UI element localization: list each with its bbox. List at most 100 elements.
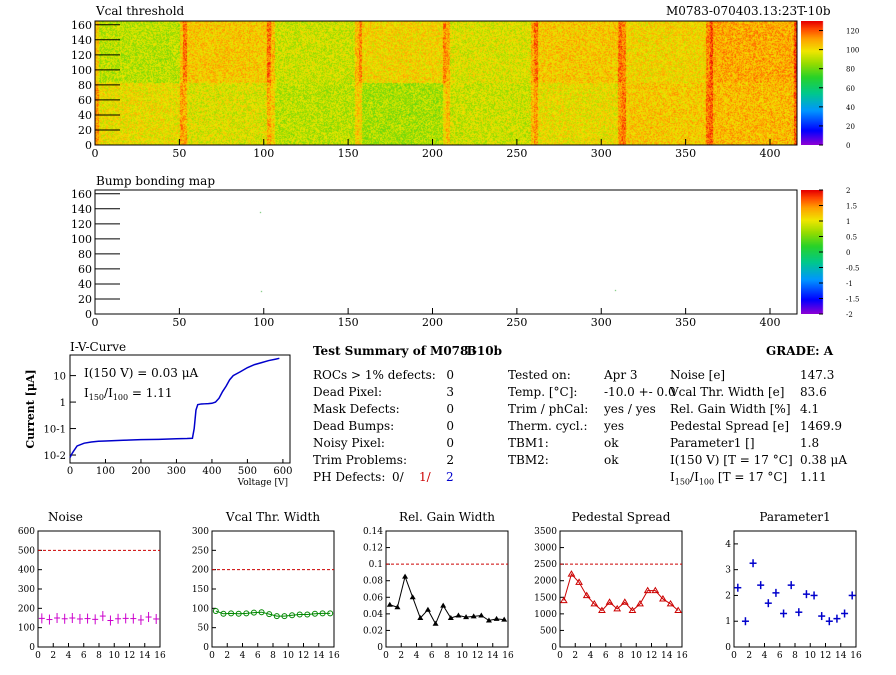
mid-rows-value: yes / yes <box>604 402 656 416</box>
iv-title: I-V-Curve <box>70 340 126 354</box>
roc-chart-point <box>311 610 318 617</box>
roc-chart-x-tick-label: 10 <box>631 651 643 661</box>
roc-chart-y-tick-label: 400 <box>18 566 35 576</box>
left-rows-value: 0 <box>446 368 454 382</box>
roc-chart-x-tick-label: 12 <box>124 651 135 661</box>
vcal-x-tick-label: 100 <box>253 147 274 160</box>
roc-chart-x-tick-label: 8 <box>792 651 798 661</box>
left-rows-value: 0 <box>446 402 454 416</box>
roc-chart-point <box>501 616 508 622</box>
mid-rows-value: yes <box>604 419 625 433</box>
bump-y-tick-label: 20 <box>78 293 92 306</box>
bump-colorbar-tick-label: 1 <box>846 218 850 226</box>
iv-y-tick-label: 1 <box>60 398 66 409</box>
roc-chart-point <box>575 578 583 585</box>
roc-chart-x-tick-label: 0 <box>557 651 563 661</box>
bump-colorbar-tick-label: -1 <box>846 280 853 288</box>
roc-chart-x-tick-label: 4 <box>414 651 420 661</box>
roc-chart-point <box>463 614 470 620</box>
right-rows-label: I(150 V) [T = 17 °C] <box>670 453 793 467</box>
roc-chart-series-line <box>215 610 331 617</box>
roc-chart-point <box>605 598 614 605</box>
roc-chart-point <box>567 570 576 577</box>
roc-chart-point <box>666 599 675 607</box>
iv-annot2-sub2: 100 <box>113 393 128 402</box>
roc-chart-x-tick-label: 8 <box>444 651 450 661</box>
roc-chart-x-tick-label: 6 <box>603 651 609 661</box>
roc-chart-y-tick-label: 250 <box>192 546 209 556</box>
current-ratio-value: 1.11 <box>800 470 827 484</box>
vcal-x-tick-label: 200 <box>422 147 443 160</box>
roc-chart-x-tick-label: 8 <box>96 651 102 661</box>
roc-chart-x-tick-label: 16 <box>676 651 688 661</box>
roc-chart-x-tick-label: 12 <box>298 651 309 661</box>
roc-chart-y-tick-label: 0.04 <box>363 610 383 620</box>
right-rows-value: 1469.9 <box>800 419 842 433</box>
vcal-frame <box>94 20 798 146</box>
roc-chart-x-tick-label: 2 <box>398 651 404 661</box>
vcal-map-title: Vcal threshold <box>96 4 185 18</box>
bump-x-tick-label: 250 <box>506 316 527 329</box>
roc-chart-point <box>319 610 326 617</box>
iv-x-tick-label: 400 <box>202 466 221 477</box>
roc-chart-point <box>485 617 492 623</box>
roc-chart-y-tick-label: 200 <box>18 604 35 614</box>
vcal-colorbar <box>801 21 846 145</box>
roc-chart-y-tick-label: 150 <box>192 585 209 595</box>
bump-heatmap-plot <box>95 190 797 314</box>
roc-chart-x-tick-label: 16 <box>328 651 340 661</box>
vcal-colorbar-tick-label: 100 <box>846 47 859 55</box>
roc-chart-title: Parameter1 <box>759 510 830 524</box>
roc-chart-point <box>643 586 652 594</box>
roc-chart-y-tick-label: 0.12 <box>363 544 383 554</box>
vcal-colorbar-tick-label: 60 <box>846 85 855 93</box>
left-rows-value: 3 <box>446 385 454 399</box>
roc-chart-frame <box>37 530 161 648</box>
roc-chart-point <box>559 596 568 604</box>
bump-y-tick-label: 0 <box>85 308 92 321</box>
roc-chart-x-tick-label: 8 <box>618 651 624 661</box>
roc-chart-x-tick-label: 10 <box>109 651 121 661</box>
roc-chart-y-tick-label: 0.1 <box>369 560 383 570</box>
roc-chart-x-tick-label: 16 <box>502 651 514 661</box>
bump-y-tick-label: 140 <box>71 203 92 216</box>
roc-chart-title: Rel. Gain Width <box>399 510 495 524</box>
roc-chart-x-tick-label: 10 <box>805 651 817 661</box>
iv-x-tick-label: 300 <box>167 466 186 477</box>
mid-rows-label: Therm. cycl.: <box>508 419 588 433</box>
roc-chart-frame <box>385 530 509 648</box>
roc-chart-point <box>228 610 235 617</box>
bump-colorbar-tick-label: 0.5 <box>846 234 857 242</box>
map-axes: 0 50 100 150 200 250 300 350 4000204060801001201… <box>71 19 860 329</box>
roc-chart-point <box>212 608 219 615</box>
roc-chart-point <box>424 606 431 612</box>
vcal-heatmap-plot <box>95 21 797 145</box>
iv-annotation-2: I150/I100 = 1.11 <box>84 386 173 402</box>
vcal-colorbar-tick-label: 40 <box>846 104 855 112</box>
roc-chart-point <box>674 606 683 614</box>
mid-rows-label: Trim / phCal: <box>508 402 589 416</box>
right-rows-label: Pedestal Spread [e] <box>670 419 790 433</box>
roc-chart-y-tick-label: 3500 <box>534 527 557 537</box>
roc-chart-x-tick-label: 0 <box>209 651 215 661</box>
vcal-x-tick-label: 50 <box>172 147 186 160</box>
vcal-y-tick-label: 80 <box>78 79 92 92</box>
vcal-x-tick-label: 300 <box>591 147 612 160</box>
mid-rows-label: TBM2: <box>508 453 549 467</box>
roc-chart-point <box>289 612 296 619</box>
bump-colorbar <box>801 190 846 314</box>
roc-chart-point <box>493 615 500 621</box>
roc-chart-point <box>478 612 485 618</box>
bump-colorbar-tick-label: -2 <box>846 311 853 319</box>
vcal-colorbar-tick-label: 120 <box>846 28 859 36</box>
iv-curve-series <box>69 357 280 458</box>
current-ratio-label: I150/I100 [T = 17 °C] <box>670 470 788 487</box>
roc-chart-point <box>470 613 477 619</box>
bump-colorbar-tick-label: -0.5 <box>846 265 860 273</box>
left-rows-label: Mask Defects: <box>313 402 400 416</box>
vcal-x-tick-label: 250 <box>506 147 527 160</box>
vcal-y-tick-label: 120 <box>71 49 92 62</box>
roc-chart-y-tick-label: 0.06 <box>363 593 383 603</box>
roc-chart-x-tick-label: 8 <box>270 651 276 661</box>
